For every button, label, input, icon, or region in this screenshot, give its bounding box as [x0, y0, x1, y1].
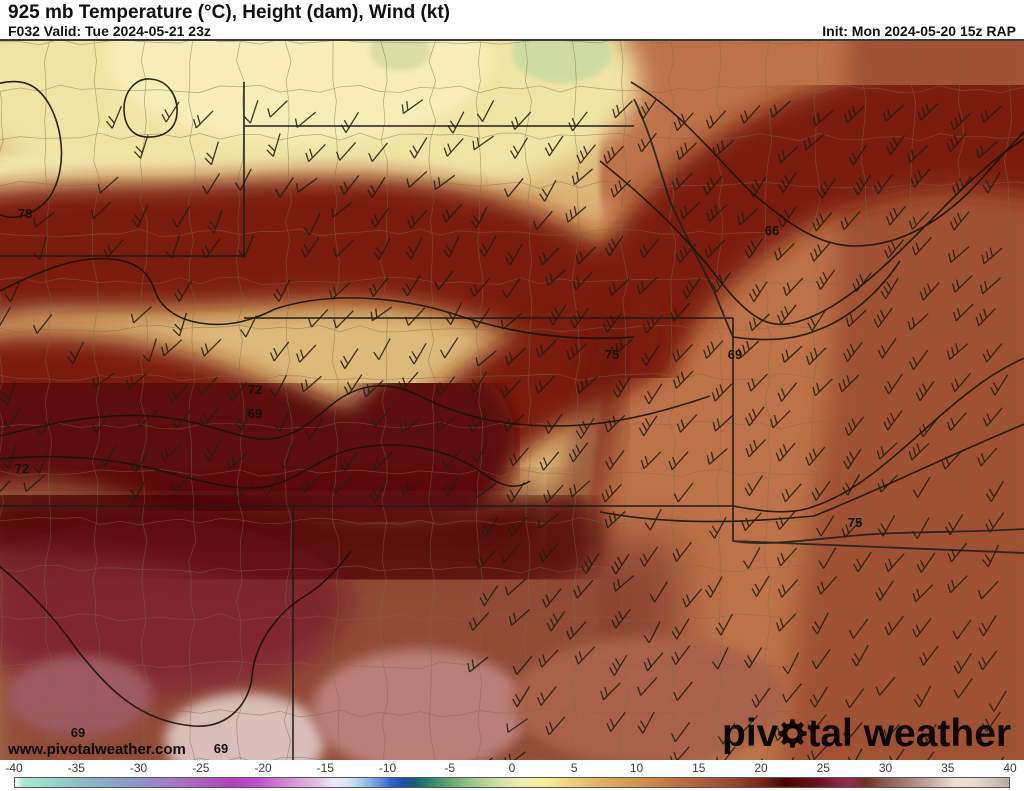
svg-text:66: 66 — [765, 223, 779, 238]
svg-text:78: 78 — [18, 206, 32, 221]
svg-text:69: 69 — [214, 741, 228, 756]
svg-text:69: 69 — [248, 406, 262, 421]
svg-text:72: 72 — [248, 382, 262, 397]
svg-text:75: 75 — [848, 515, 862, 530]
svg-text:72: 72 — [15, 461, 29, 476]
svg-text:69: 69 — [71, 725, 85, 740]
